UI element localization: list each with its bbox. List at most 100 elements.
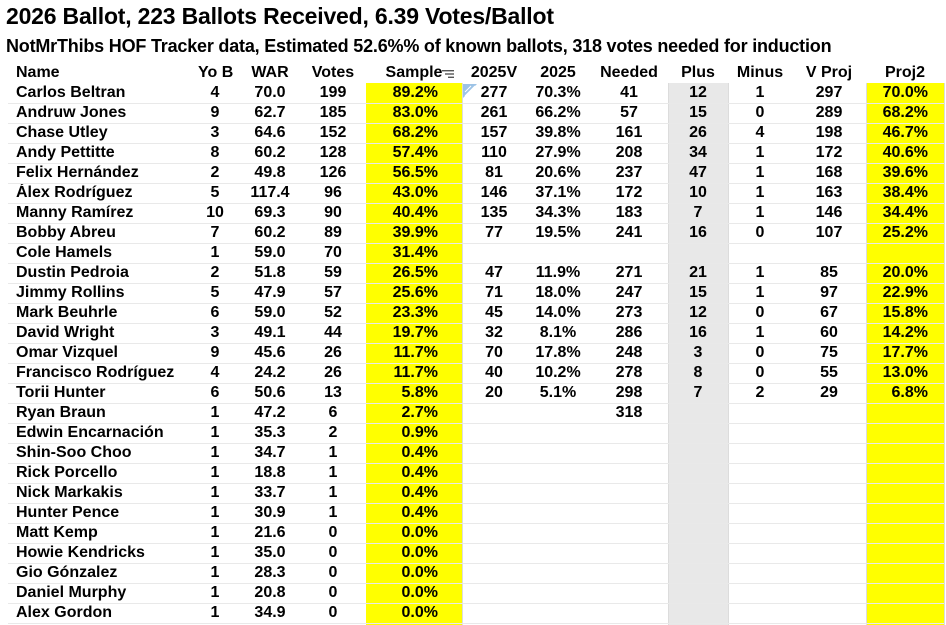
- player-name[interactable]: Carlos Beltran: [16, 84, 126, 101]
- years-on-ballot[interactable]: 9: [210, 344, 220, 361]
- player-name[interactable]: Francisco Rodríguez: [16, 364, 175, 381]
- votes-count[interactable]: 185: [319, 104, 347, 121]
- percent-2025[interactable]: 17.8%: [535, 344, 581, 361]
- votes-count[interactable]: 26: [324, 364, 342, 381]
- votes-needed[interactable]: 183: [615, 204, 643, 221]
- player-name[interactable]: Ryan Braun: [16, 404, 106, 421]
- minus-count[interactable]: [728, 543, 792, 563]
- percent-2025[interactable]: 11.9%: [535, 264, 581, 281]
- votes-count[interactable]: 89: [324, 224, 342, 241]
- minus-count[interactable]: [728, 243, 792, 263]
- years-on-ballot[interactable]: 1: [210, 464, 220, 481]
- votes-projected[interactable]: [792, 463, 866, 483]
- votes-needed[interactable]: 298: [615, 384, 643, 401]
- votes-needed[interactable]: [590, 463, 668, 483]
- votes-2025[interactable]: 135: [480, 204, 508, 221]
- player-name[interactable]: Álex Rodríguez: [16, 184, 133, 201]
- votes-projected[interactable]: 75: [820, 344, 838, 361]
- sample-percent[interactable]: 68.2%: [392, 124, 438, 141]
- votes-needed[interactable]: 271: [615, 264, 643, 281]
- war-value[interactable]: 34.7: [254, 444, 286, 461]
- war-value[interactable]: 49.1: [254, 324, 286, 341]
- votes-projected[interactable]: [792, 543, 866, 563]
- sample-percent[interactable]: 0.0%: [401, 604, 438, 621]
- votes-count[interactable]: 2: [328, 424, 338, 441]
- votes-projected[interactable]: 146: [815, 204, 843, 221]
- sample-percent[interactable]: 23.3%: [392, 304, 438, 321]
- sample-percent[interactable]: 0.9%: [401, 424, 438, 441]
- minus-count[interactable]: [728, 443, 792, 463]
- votes-2025[interactable]: [462, 443, 526, 463]
- minus-count[interactable]: [728, 503, 792, 523]
- votes-2025[interactable]: 45: [485, 304, 503, 321]
- votes-2025[interactable]: [462, 543, 526, 563]
- percent-2025[interactable]: 18.0%: [535, 284, 581, 301]
- minus-count[interactable]: 4: [755, 124, 765, 141]
- projected-percent[interactable]: [866, 463, 944, 483]
- sample-percent[interactable]: 26.5%: [392, 264, 438, 281]
- war-value[interactable]: 64.6: [254, 124, 286, 141]
- years-on-ballot[interactable]: 1: [210, 404, 220, 421]
- votes-needed[interactable]: 208: [615, 144, 643, 161]
- percent-2025[interactable]: 39.8%: [535, 124, 581, 141]
- war-value[interactable]: 47.2: [254, 404, 286, 421]
- votes-count[interactable]: 1: [328, 464, 338, 481]
- votes-projected[interactable]: 97: [820, 284, 838, 301]
- projected-percent[interactable]: [866, 483, 944, 503]
- minus-count[interactable]: 1: [755, 264, 765, 281]
- votes-needed[interactable]: [590, 443, 668, 463]
- player-name[interactable]: David Wright: [16, 324, 115, 341]
- minus-count[interactable]: 0: [755, 224, 765, 241]
- projected-percent[interactable]: 6.8%: [891, 384, 928, 401]
- votes-2025[interactable]: [462, 483, 526, 503]
- votes-count[interactable]: 128: [319, 144, 347, 161]
- player-name[interactable]: Matt Kemp: [16, 524, 98, 541]
- war-value[interactable]: 18.8: [254, 464, 286, 481]
- years-on-ballot[interactable]: 6: [210, 384, 220, 401]
- war-value[interactable]: 35.3: [254, 424, 286, 441]
- votes-count[interactable]: 0: [328, 584, 338, 601]
- war-value[interactable]: 34.9: [254, 604, 286, 621]
- votes-2025[interactable]: 40: [485, 364, 503, 381]
- minus-count[interactable]: 2: [755, 384, 765, 401]
- votes-count[interactable]: 1: [328, 484, 338, 501]
- sample-percent[interactable]: 0.0%: [401, 524, 438, 541]
- votes-2025[interactable]: 20: [485, 384, 503, 401]
- player-name[interactable]: Howie Kendricks: [16, 544, 145, 561]
- header-2025v[interactable]: 2025V: [470, 64, 518, 81]
- war-value[interactable]: 35.0: [254, 544, 286, 561]
- sample-percent[interactable]: 0.0%: [401, 544, 438, 561]
- plus-count[interactable]: 3: [693, 344, 703, 361]
- votes-needed[interactable]: 172: [615, 184, 643, 201]
- war-value[interactable]: 50.6: [254, 384, 286, 401]
- projected-percent[interactable]: [866, 243, 944, 263]
- minus-count[interactable]: 1: [755, 184, 765, 201]
- player-name[interactable]: Bobby Abreu: [16, 224, 116, 241]
- minus-count[interactable]: 1: [755, 284, 765, 301]
- sample-percent[interactable]: 0.4%: [401, 464, 438, 481]
- projected-percent[interactable]: 68.2%: [882, 104, 928, 121]
- votes-count[interactable]: 1: [328, 444, 338, 461]
- player-name[interactable]: Felix Hernández: [16, 164, 139, 181]
- projected-percent[interactable]: [866, 563, 944, 583]
- votes-needed[interactable]: [590, 423, 668, 443]
- sample-percent[interactable]: 39.9%: [392, 224, 438, 241]
- votes-2025[interactable]: 32: [485, 324, 503, 341]
- player-name[interactable]: Gio Gónzalez: [16, 564, 118, 581]
- percent-2025[interactable]: 19.5%: [535, 224, 581, 241]
- player-name[interactable]: Rick Porcello: [16, 464, 118, 481]
- votes-count[interactable]: 44: [324, 324, 342, 341]
- player-name[interactable]: Torii Hunter: [16, 384, 106, 401]
- plus-count[interactable]: [668, 523, 728, 543]
- war-value[interactable]: 28.3: [254, 564, 286, 581]
- plus-count[interactable]: 21: [689, 264, 707, 281]
- votes-projected[interactable]: [792, 423, 866, 443]
- sample-percent[interactable]: 31.4%: [392, 244, 438, 261]
- plus-count[interactable]: [668, 403, 728, 423]
- plus-count[interactable]: 12: [689, 304, 707, 321]
- votes-projected[interactable]: [792, 503, 866, 523]
- plus-count[interactable]: 7: [693, 384, 703, 401]
- years-on-ballot[interactable]: 1: [210, 524, 220, 541]
- votes-projected[interactable]: 297: [815, 84, 843, 101]
- war-value[interactable]: 20.8: [254, 584, 286, 601]
